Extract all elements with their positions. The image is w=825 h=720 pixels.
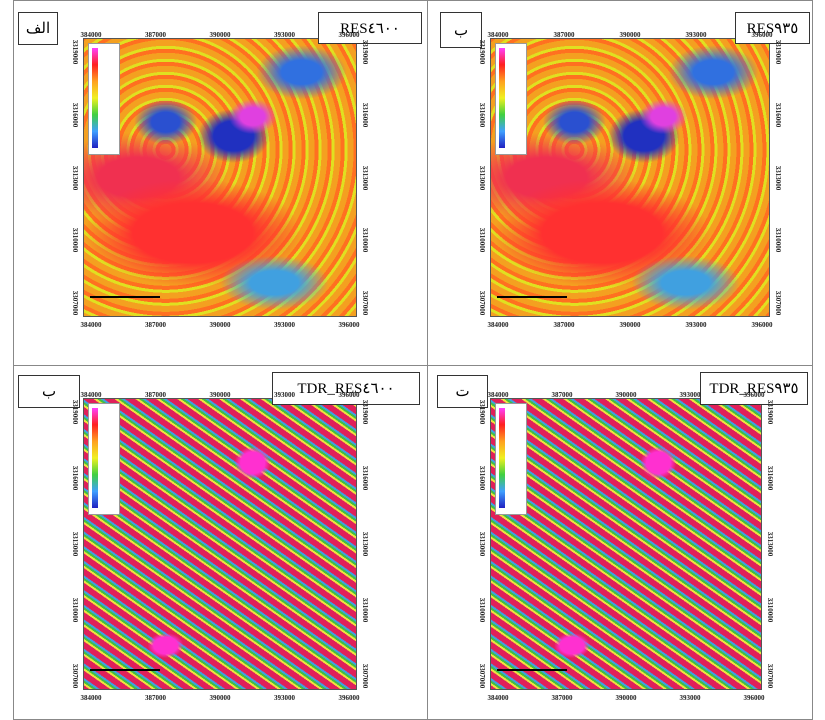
y-tick-label: 3310000 [361, 228, 369, 253]
y-tick-label: 3310000 [478, 598, 486, 623]
x-tick-label: 393000 [274, 31, 295, 39]
panel-title: TDR_RES٩٣٥ [700, 372, 808, 405]
y-tick-label: 3316000 [71, 466, 79, 491]
x-tick-label: 384000 [488, 694, 509, 702]
x-tick-label: 393000 [274, 321, 295, 329]
y-tick-label: 3307000 [766, 664, 774, 689]
x-tick-label: 387000 [554, 31, 575, 39]
x-tick-label: 387000 [145, 391, 166, 399]
x-tick-label: 384000 [488, 391, 509, 399]
y-tick-label: 3319000 [71, 400, 79, 425]
y-tick-label: 3316000 [478, 466, 486, 491]
y-tick-label: 3307000 [478, 664, 486, 689]
y-tick-label: 3313000 [478, 165, 486, 190]
y-tick-label: 3313000 [478, 532, 486, 557]
y-tick-label: 3316000 [774, 103, 782, 128]
y-tick-label: 3313000 [71, 165, 79, 190]
y-tick-label: 3316000 [361, 466, 369, 491]
x-tick-label: 390000 [620, 321, 641, 329]
map-scale [497, 669, 567, 671]
y-tick-label: 3319000 [478, 40, 486, 65]
y-tick-label: 3307000 [478, 291, 486, 316]
y-tick-label: 3316000 [478, 103, 486, 128]
x-tick-label: 390000 [210, 321, 231, 329]
y-tick-label: 3319000 [774, 40, 782, 65]
x-tick-label: 384000 [81, 391, 102, 399]
y-tick-label: 3310000 [478, 228, 486, 253]
x-tick-label: 390000 [210, 694, 231, 702]
x-tick-label: 393000 [274, 391, 295, 399]
y-tick-label: 3310000 [766, 598, 774, 623]
x-tick-label: 396000 [339, 391, 360, 399]
x-tick-label: 384000 [81, 321, 102, 329]
y-tick-label: 3316000 [766, 466, 774, 491]
x-tick-label: 387000 [554, 321, 575, 329]
map-scale [90, 296, 160, 298]
x-tick-label: 396000 [752, 321, 773, 329]
x-tick-label: 390000 [210, 391, 231, 399]
y-tick-label: 3313000 [361, 165, 369, 190]
x-tick-label: 390000 [210, 31, 231, 39]
map-legend [88, 43, 120, 155]
y-tick-label: 3319000 [361, 400, 369, 425]
x-tick-label: 384000 [81, 31, 102, 39]
y-tick-label: 3307000 [774, 291, 782, 316]
panel-title: TDR_RES٤٦٠٠ [272, 372, 420, 405]
map-legend [88, 403, 120, 515]
map-scale [497, 296, 567, 298]
y-tick-label: 3310000 [361, 598, 369, 623]
y-tick-label: 3316000 [71, 103, 79, 128]
y-tick-label: 3307000 [71, 291, 79, 316]
x-tick-label: 384000 [488, 321, 509, 329]
x-tick-label: 390000 [616, 694, 637, 702]
y-tick-label: 3307000 [361, 291, 369, 316]
panel-label: ب [440, 12, 482, 48]
x-tick-label: 396000 [744, 391, 765, 399]
x-tick-label: 396000 [339, 321, 360, 329]
x-tick-label: 390000 [620, 31, 641, 39]
y-tick-label: 3313000 [361, 532, 369, 557]
x-tick-label: 393000 [686, 31, 707, 39]
map-image [83, 38, 357, 317]
y-tick-label: 3313000 [766, 532, 774, 557]
y-tick-label: 3310000 [774, 228, 782, 253]
y-tick-label: 3313000 [71, 532, 79, 557]
x-tick-label: 396000 [339, 31, 360, 39]
y-tick-label: 3313000 [774, 165, 782, 190]
y-tick-label: 3319000 [478, 400, 486, 425]
x-tick-label: 384000 [81, 694, 102, 702]
x-tick-label: 393000 [680, 694, 701, 702]
y-tick-label: 3319000 [71, 40, 79, 65]
x-tick-label: 387000 [145, 321, 166, 329]
map-image [83, 398, 357, 690]
y-tick-label: 3307000 [361, 664, 369, 689]
x-tick-label: 387000 [145, 694, 166, 702]
x-tick-label: 393000 [274, 694, 295, 702]
x-tick-label: 390000 [616, 391, 637, 399]
panel-title: RES٩٣٥ [735, 12, 810, 44]
panel-title: RES٤٦٠٠ [318, 12, 422, 44]
y-tick-label: 3316000 [361, 103, 369, 128]
x-tick-label: 387000 [552, 391, 573, 399]
x-tick-label: 384000 [488, 31, 509, 39]
x-tick-label: 396000 [339, 694, 360, 702]
x-tick-label: 393000 [686, 321, 707, 329]
panel-label: الف [18, 12, 58, 45]
y-tick-label: 3310000 [71, 598, 79, 623]
x-tick-label: 387000 [552, 694, 573, 702]
x-tick-label: 393000 [680, 391, 701, 399]
y-tick-label: 3319000 [766, 400, 774, 425]
map-image [490, 398, 762, 690]
figure: الف RES٤٦٠٠ 384000 384000 387000 387000 390000… [0, 0, 825, 720]
map-image [490, 38, 770, 317]
y-tick-label: 3307000 [71, 664, 79, 689]
y-tick-label: 3310000 [71, 228, 79, 253]
y-tick-label: 3319000 [361, 40, 369, 65]
map-legend [495, 403, 527, 515]
map-legend [495, 43, 527, 155]
map-scale [90, 669, 160, 671]
x-tick-label: 396000 [744, 694, 765, 702]
x-tick-label: 387000 [145, 31, 166, 39]
x-tick-label: 396000 [752, 31, 773, 39]
